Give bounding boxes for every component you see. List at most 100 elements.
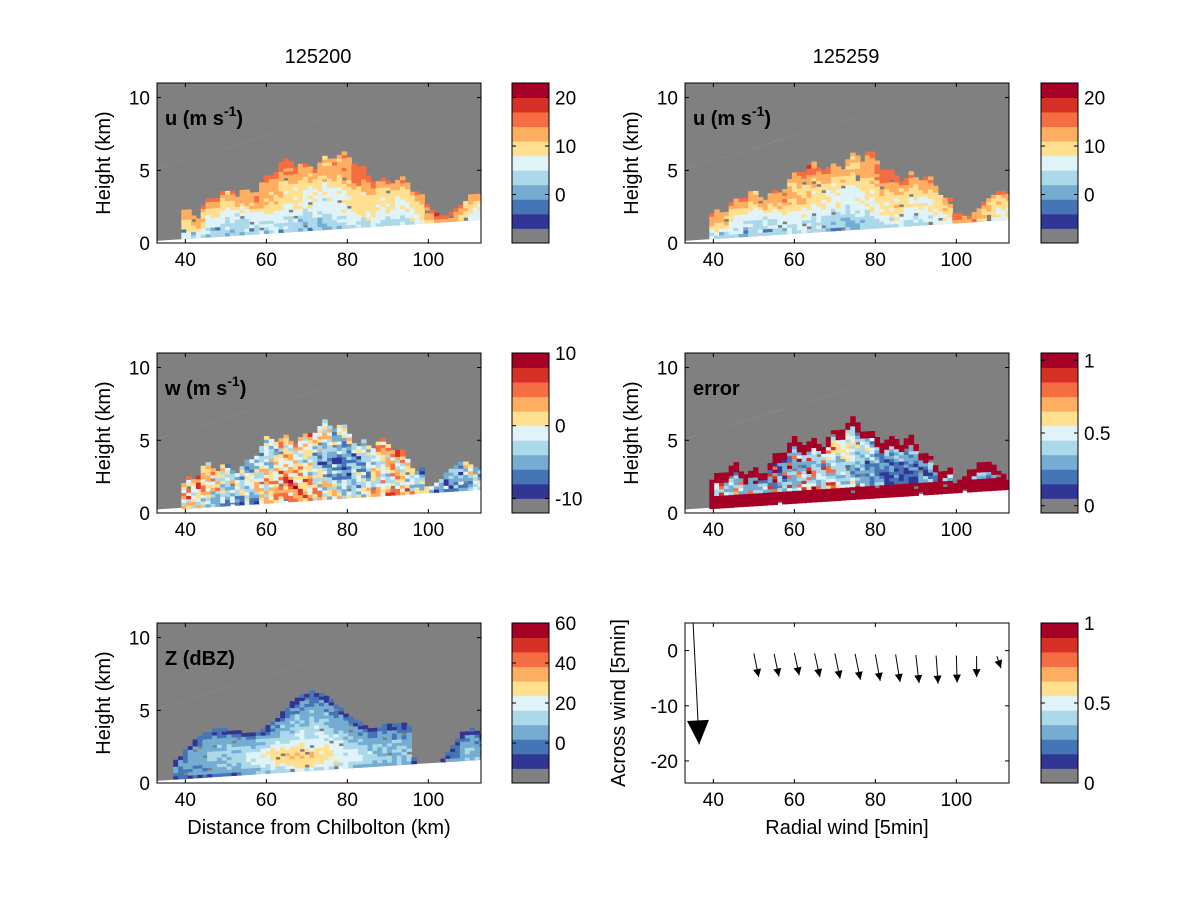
y-axis-label: Height (km) — [93, 651, 115, 754]
colorbar-tick-label: 20 — [555, 89, 576, 110]
y-axis-label: Across wind [5min] — [608, 619, 630, 787]
y-tick-label: 0 — [139, 234, 150, 255]
colorbar-swatch — [512, 228, 549, 244]
x-tick-label: 80 — [337, 790, 358, 811]
panel-wind-vectors: 40 60 80 100 0 -10 -20 Across wind [5min] Radial… — [608, 619, 1010, 839]
colorbar-swatch — [512, 768, 549, 784]
colorbar-swatch — [512, 155, 549, 171]
wind-arrow-head — [972, 669, 981, 678]
colorbar-tick-label: -10 — [555, 489, 582, 510]
x-tick-label: 40 — [703, 520, 724, 541]
colorbar-Z-125200: 0 20 40 60 — [511, 614, 576, 784]
x-axis-label: Distance from Chilbolton (km) — [187, 817, 450, 839]
x-tick-label: 100 — [940, 520, 972, 541]
colorbar-swatch — [1041, 652, 1078, 668]
masked-region-top — [685, 83, 971, 169]
colorbar-swatch — [512, 411, 549, 427]
colorbar-swatch — [1041, 666, 1078, 682]
colorbar-swatch — [1041, 454, 1078, 470]
field-cells — [173, 690, 481, 780]
wind-arrow-head — [914, 674, 923, 684]
colorbar-swatch — [1041, 353, 1078, 368]
x-tick-label: 40 — [703, 790, 724, 811]
colorbar-tick-label: 1 — [1084, 614, 1095, 635]
colorbar-swatch — [1041, 199, 1078, 215]
y-tick-label: 5 — [139, 701, 150, 722]
colorbar-swatch — [512, 425, 549, 441]
panel-label: Z (dBZ) — [165, 648, 235, 670]
colorbar-error-125259: 00.51 — [1040, 351, 1110, 518]
colorbar-tick-label: 0.5 — [1084, 424, 1110, 445]
colorbar-swatch — [1041, 724, 1078, 740]
colorbar-swatch — [512, 652, 549, 668]
colorbar-swatch — [1041, 681, 1078, 697]
colorbar-swatch — [512, 710, 549, 726]
wind-arrow-head — [952, 674, 961, 683]
x-axis-label: Radial wind [5min] — [765, 817, 928, 839]
colorbar-frame — [511, 352, 550, 514]
colorbar-swatch — [512, 695, 549, 711]
plot-area — [685, 353, 1009, 513]
colorbar-swatch — [1041, 440, 1078, 456]
colorbar-swatch — [1041, 155, 1078, 171]
colorbar-tick-label: 0.5 — [1084, 694, 1110, 715]
plot-area — [157, 83, 481, 243]
y-tick-label: 10 — [129, 359, 150, 380]
colorbar-swatch — [512, 483, 549, 499]
y-tick-label: -20 — [651, 752, 678, 773]
colorbar-swatch — [1041, 228, 1078, 244]
wind-arrow-head — [933, 675, 942, 684]
x-tick-label: 40 — [703, 250, 724, 271]
below-beam-region — [157, 220, 481, 243]
colorbar-frame — [1040, 82, 1079, 244]
column-title-right: 125259 — [813, 46, 880, 68]
colorbar-tick-label: 10 — [555, 344, 576, 365]
colorbar-tick-label: 60 — [555, 614, 576, 635]
colorbar-swatch — [512, 353, 549, 368]
x-tick-label: 80 — [865, 520, 886, 541]
colorbar-swatch — [512, 112, 549, 128]
axes-box — [684, 352, 1010, 514]
y-tick-label: 0 — [667, 234, 678, 255]
colorbar-tick-label: 0 — [1084, 497, 1095, 518]
colorbar-swatch — [512, 498, 549, 514]
colorbar-swatch — [1041, 382, 1078, 398]
colorbar-swatch — [512, 469, 549, 485]
panel-u-125200: u (m s-1) 40 60 80 100 0 5 10 Height (km) — [93, 82, 482, 271]
y-tick-label: 10 — [657, 89, 678, 110]
x-tick-label: 100 — [940, 790, 972, 811]
colorbar-swatch — [1041, 483, 1078, 499]
colorbar-swatch — [512, 126, 549, 142]
wind-arrow-head — [793, 666, 802, 676]
colorbar-swatch — [512, 396, 549, 412]
x-tick-label: 40 — [175, 520, 196, 541]
x-tick-label: 40 — [175, 250, 196, 271]
panel-Z-125200: Z (dBZ) 40 60 80 100 0 5 10 Height (km) Distance … — [93, 622, 482, 839]
y-tick-label: 10 — [129, 629, 150, 650]
y-tick-label: 0 — [667, 504, 678, 525]
colorbar-tick-label: 20 — [1084, 89, 1105, 110]
y-tick-label: 5 — [139, 431, 150, 452]
colorbar-tick-label: 20 — [555, 694, 576, 715]
wind-arrow-head — [753, 668, 762, 678]
x-tick-label: 80 — [865, 250, 886, 271]
colorbar-swatch — [1041, 469, 1078, 485]
colorbar-swatch — [1041, 126, 1078, 142]
wind-arrow-head — [814, 668, 823, 678]
panel-w-125200: w (m s-1) 40 60 80 100 0 5 10 Height (km) — [93, 352, 482, 541]
wind-arrow-head — [994, 659, 1003, 669]
colorbar-swatch — [512, 170, 549, 186]
y-tick-label: 5 — [667, 161, 678, 182]
colorbar-swatch — [1041, 695, 1078, 711]
colorbar-w-125200: -10 0 10 — [511, 344, 582, 514]
colorbar-swatch — [512, 367, 549, 383]
colorbar-swatch — [1041, 425, 1078, 441]
panel-label: u (m s-1) — [693, 103, 771, 130]
axes-box — [156, 82, 482, 244]
y-tick-label: 10 — [657, 359, 678, 380]
colorbar-tick-label: 0 — [1084, 186, 1095, 207]
colorbar-swatch — [512, 681, 549, 697]
x-tick-label: 100 — [412, 520, 444, 541]
